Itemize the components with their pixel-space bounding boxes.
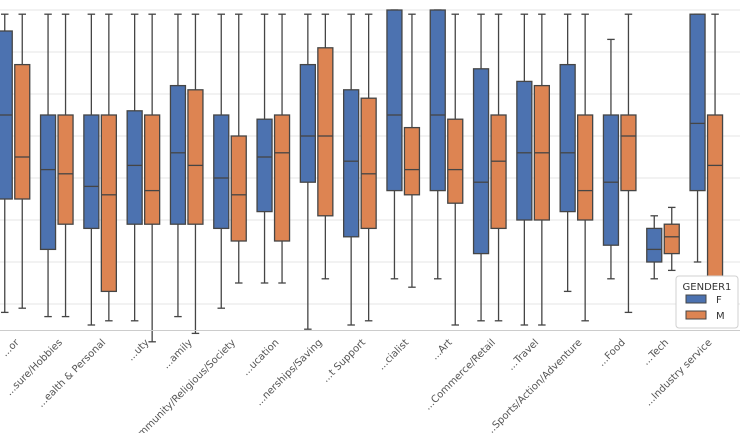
legend-swatch-f [685,294,707,304]
box-body [273,114,291,242]
box-f-14 [602,38,620,280]
box-body [14,63,31,200]
box-body [126,110,143,225]
box-m-8 [360,13,377,322]
box-body [386,9,403,192]
box-body [169,84,187,225]
box-body [317,47,334,217]
box-m-10 [447,13,464,326]
legend-label-m: M [716,311,725,322]
box-body [620,114,637,192]
box-body [706,114,724,280]
box-body [360,97,377,230]
box-body [472,68,490,255]
box-body [230,135,247,242]
box-f-13 [559,13,576,293]
box-f-15 [646,215,663,280]
box-m-12 [533,13,550,326]
box-f-8 [342,13,360,326]
box-body [689,13,706,192]
box-f-0 [0,13,13,314]
box-m-0 [14,13,31,309]
box-f-1 [39,13,57,318]
box-body [663,223,680,255]
box-body [213,114,230,230]
box-m-6 [273,13,291,284]
box-f-16 [689,13,706,263]
legend-title: GENDER1 [683,282,732,293]
boxes [0,9,724,343]
box-f-4 [169,13,187,318]
box-m-9 [403,13,421,288]
box-f-7 [299,13,317,330]
box-body [342,89,360,238]
box-body [256,118,273,213]
box-m-15 [663,206,680,272]
box-m-14 [620,13,637,314]
box-f-6 [256,13,273,284]
box-body [577,114,594,221]
box-body [602,114,620,246]
box-f-11 [472,13,490,322]
box-body [83,114,100,230]
box-f-3 [126,13,143,322]
box-m-5 [230,13,247,284]
legend-label-f: F [716,295,722,306]
box-body [447,118,464,204]
legend-swatch-m [685,310,707,320]
box-m-16 [706,13,724,280]
box-body [100,114,117,293]
box-f-12 [516,13,533,326]
box-m-13 [577,13,594,322]
box-body [646,227,663,263]
box-m-11 [490,13,507,322]
box-body [39,114,57,251]
box-f-2 [83,13,100,326]
box-body [429,9,446,192]
box-body [57,114,74,225]
box-body [143,114,161,225]
box-body [559,63,576,213]
box-m-4 [187,13,204,335]
box-m-7 [317,13,334,280]
box-m-2 [100,13,117,322]
box-m-3 [143,13,161,343]
box-f-5 [213,13,230,309]
legend: GENDER1 F M [675,275,739,329]
box-body [187,89,204,225]
box-m-1 [57,13,74,318]
box-body [299,63,317,183]
box-f-9 [386,9,403,280]
box-body [403,126,421,196]
box-body [516,80,533,221]
box-body [490,114,507,230]
box-f-10 [429,9,446,280]
